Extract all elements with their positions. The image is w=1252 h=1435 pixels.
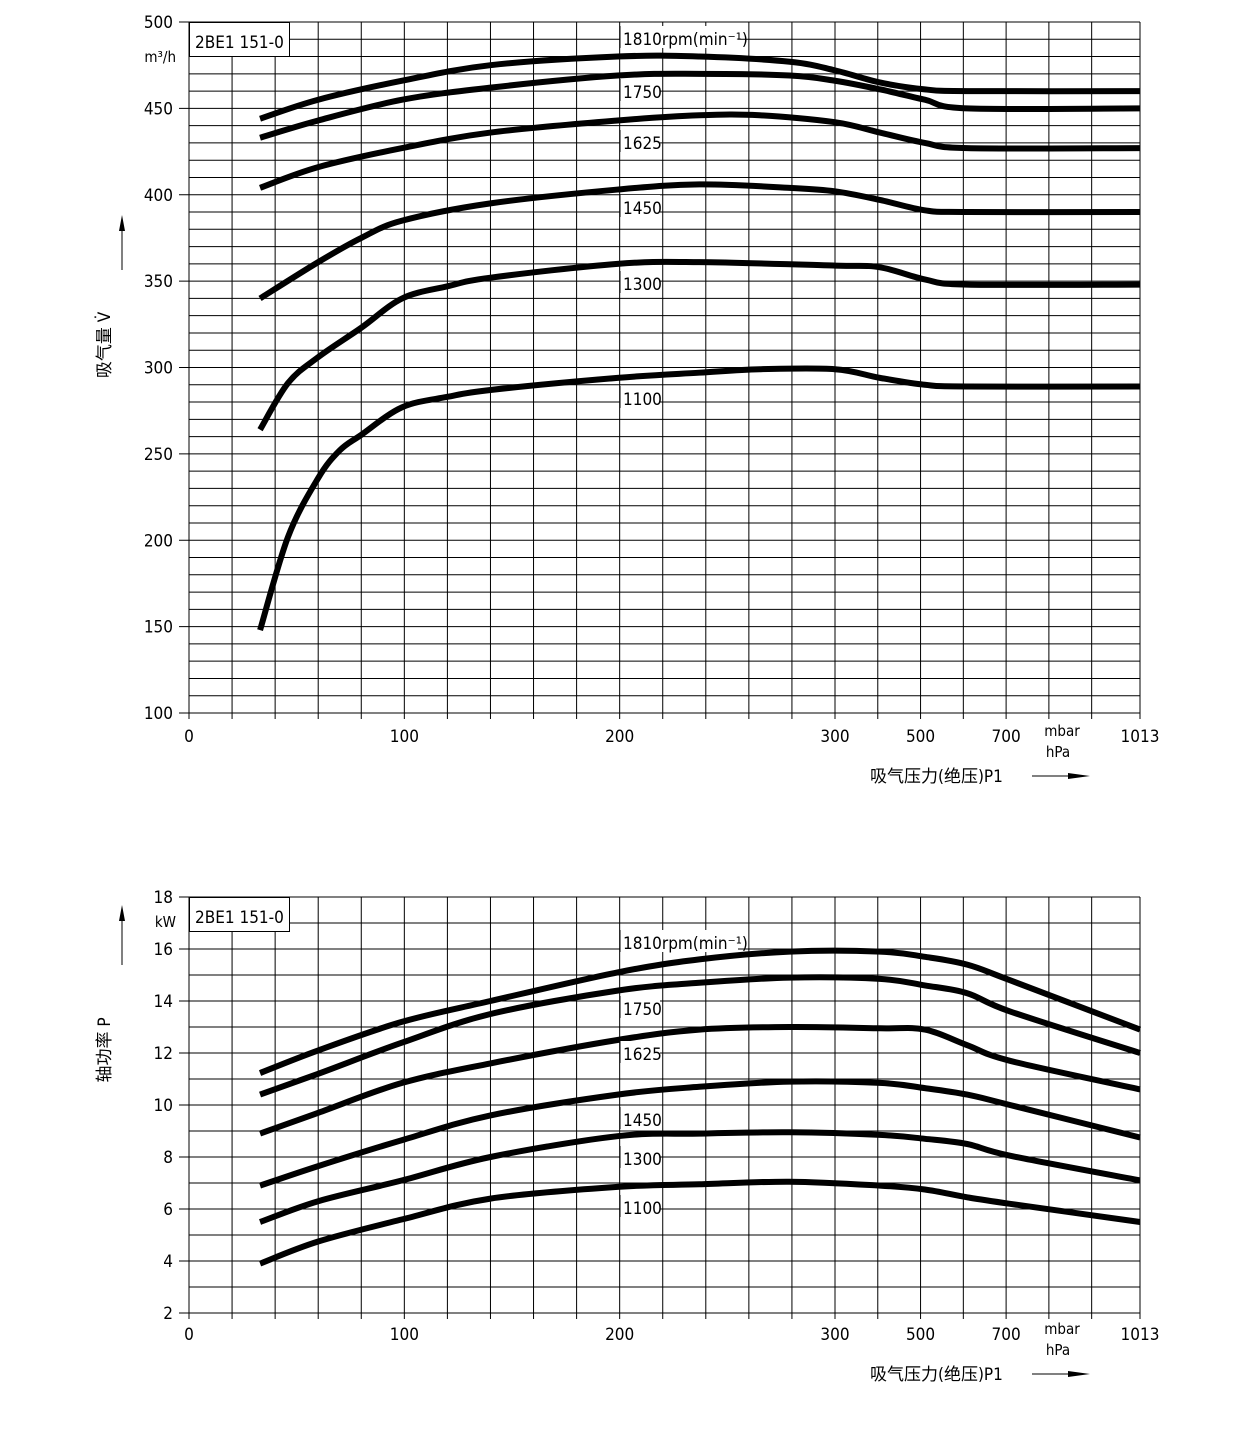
curve-label: 1450 [623, 1111, 662, 1131]
curve-1100 [257, 365, 1141, 631]
curve-label: 1810rpm(min⁻¹) [623, 934, 748, 954]
x-tick-label: 0 [184, 727, 194, 747]
y-tick-label: 10 [154, 1096, 173, 1116]
curve-label-bg [620, 26, 738, 48]
y-tick-label: 4 [163, 1252, 173, 1272]
x-axis-arrow-icon [1068, 1371, 1090, 1377]
x-tick-label: 1013 [1121, 727, 1160, 747]
x-unit-mbar: mbar [1044, 1320, 1080, 1338]
y-axis-label: 轴功率 P [95, 1017, 115, 1082]
x-unit-hpa: hPa [1046, 743, 1070, 761]
curve-label-bg [620, 996, 660, 1018]
x-axis-label: 吸气压力(绝压)P1 [870, 1365, 1003, 1385]
y-tick-label: 200 [144, 531, 173, 551]
curve-1810 [258, 947, 1142, 1076]
curve-label: 1300 [623, 1150, 662, 1170]
y-tick-label: 100 [144, 704, 173, 724]
y-tick-label: 16 [154, 940, 173, 960]
flow-chart: 100 150 200 250 300 350 400 450 500 2BE1 151-0 181… [94, 13, 1160, 787]
curve-label-bg [620, 271, 660, 293]
curve-label: 1625 [623, 1045, 662, 1065]
y-axis-arrow-icon [119, 215, 125, 231]
curve-label-bg [620, 130, 660, 152]
x-tick-label: 500 [906, 727, 935, 747]
curve-label-bg [620, 1107, 660, 1129]
curve-label: 1100 [623, 390, 662, 410]
curve-label: 1450 [623, 199, 662, 219]
curve-1810 [259, 52, 1141, 122]
y-tick-label: 250 [144, 445, 173, 465]
curve-1750 [259, 70, 1141, 141]
x-tick-label: 200 [605, 727, 634, 747]
x-tick-label: 0 [184, 1325, 194, 1345]
model-label: 2BE1 151-0 [195, 33, 284, 53]
curve-label-bg [620, 1146, 660, 1168]
power-chart: 2 4 6 8 10 12 14 16 18 2BE1 151-0 1810rpm(min⁻¹) 17… [95, 888, 1159, 1385]
y-tick-label: 350 [144, 272, 173, 292]
x-unit-hpa: hPa [1046, 1341, 1070, 1359]
model-box [189, 897, 290, 932]
curve-label: 1750 [623, 83, 662, 103]
x-tick-label: 100 [390, 1325, 419, 1345]
y-tick-label: 500 [144, 13, 173, 33]
y-tick-label: 12 [154, 1044, 173, 1064]
y-tick-label: 150 [144, 618, 173, 638]
x-tick-label: 700 [992, 727, 1021, 747]
curve-label: 1810rpm(min⁻¹) [623, 30, 748, 50]
curve-label: 1750 [623, 1000, 662, 1020]
x-tick-label: 700 [992, 1325, 1021, 1345]
curve-label: 1100 [623, 1199, 662, 1219]
model-box [189, 22, 290, 57]
x-tick-label: 300 [820, 1325, 849, 1345]
y-tick-label: 18 [154, 888, 173, 908]
curve-1750 [259, 974, 1141, 1098]
curve-label: 1625 [623, 134, 662, 154]
curve-1100 [258, 1178, 1141, 1267]
curve-label-bg [620, 1041, 660, 1063]
curve-label-bg [620, 79, 660, 101]
model-label: 2BE1 151-0 [195, 908, 284, 928]
x-tick-label: 200 [605, 1325, 634, 1345]
x-unit-mbar: mbar [1044, 722, 1080, 740]
x-axis-arrow-icon [1068, 773, 1090, 779]
curve-label-bg [620, 386, 660, 408]
x-tick-label: 1013 [1121, 1325, 1160, 1345]
y-tick-label: 2 [163, 1304, 173, 1324]
curve-label: 1300 [623, 275, 662, 295]
y-tick-label: 400 [144, 186, 173, 206]
y-axis-label: 吸气量 V̇ [94, 311, 115, 378]
y-unit-label: m³/h [144, 48, 176, 66]
curve-1625 [259, 1023, 1141, 1137]
curve-1300 [259, 1129, 1141, 1225]
y-tick-label: 6 [163, 1200, 173, 1220]
y-axis-arrow-icon [119, 905, 125, 921]
curve-1450 [259, 1078, 1141, 1189]
x-tick-label: 100 [390, 727, 419, 747]
curve-1300 [257, 258, 1141, 432]
x-axis-label: 吸气压力(绝压)P1 [870, 767, 1003, 787]
x-tick-label: 300 [820, 727, 849, 747]
curve-label-bg [620, 1195, 660, 1217]
y-tick-label: 300 [144, 359, 173, 379]
y-tick-label: 8 [163, 1148, 173, 1168]
y-tick-label: 450 [144, 99, 173, 119]
y-tick-label: 14 [154, 992, 173, 1012]
curve-1625 [259, 111, 1141, 191]
curve-1450 [258, 181, 1141, 301]
y-unit-label: kW [155, 913, 176, 931]
x-tick-label: 500 [906, 1325, 935, 1345]
curve-label-bg [620, 195, 660, 217]
curve-label-bg [620, 930, 738, 952]
